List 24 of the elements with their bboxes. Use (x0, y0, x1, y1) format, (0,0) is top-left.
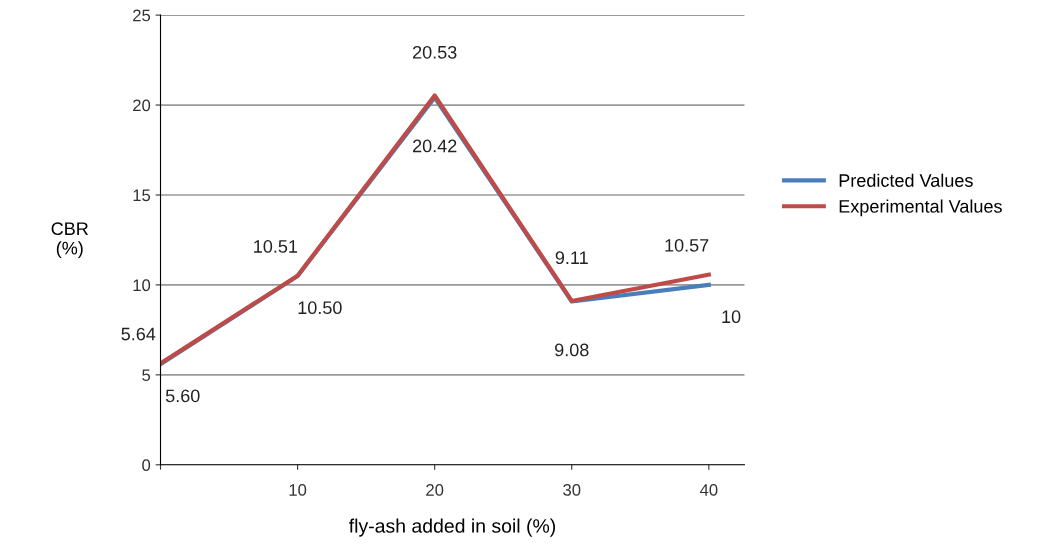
data-label: 5.64 (121, 327, 156, 341)
y-tick-label: 25 (133, 9, 151, 22)
x-axis-title: fly-ash added in soil (%) (349, 518, 556, 537)
data-label: 20.42 (412, 139, 457, 153)
y-tick-label: 10 (133, 279, 151, 292)
y-tick-label: 0 (142, 459, 151, 471)
y-axis-title: CBR (%) (51, 222, 88, 259)
x-tick-label: 40 (699, 483, 718, 496)
y-tick-label: 5 (142, 369, 151, 382)
x-tick-label: 30 (563, 483, 581, 496)
data-label: 20.53 (412, 45, 457, 59)
legend-label: Experimental Values (839, 199, 1002, 217)
data-label: 5.60 (165, 389, 200, 403)
y-tick-label: 15 (133, 189, 151, 202)
legend-label: Predicted Values (839, 173, 973, 187)
data-label: 9.08 (555, 343, 589, 357)
data-label: 10 (722, 310, 741, 324)
data-label: 9.11 (555, 251, 588, 265)
y-tick-label: 20 (133, 99, 151, 112)
data-label: 10.51 (254, 240, 298, 253)
data-label: 10.57 (665, 238, 709, 252)
x-tick-label: 10 (289, 483, 307, 496)
x-tick-label: 20 (426, 483, 444, 496)
data-label: 10.50 (298, 301, 342, 315)
